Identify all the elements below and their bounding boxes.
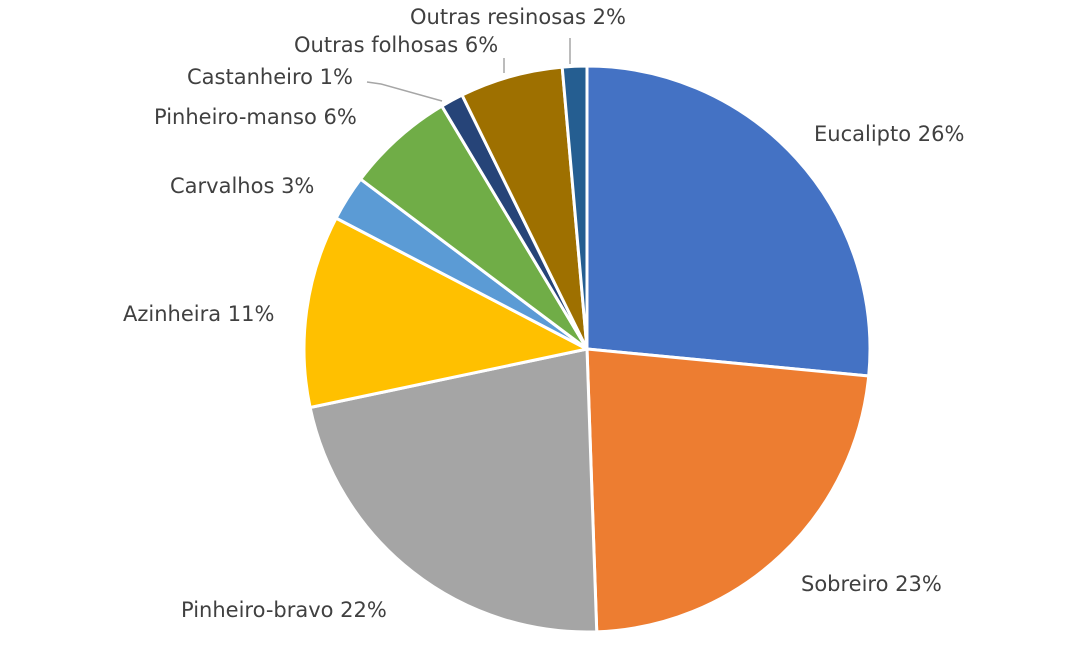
data-labels: Eucalipto 26% Sobreiro 23% Pinheiro-brav… — [123, 5, 964, 622]
slice-sobreiro — [585, 347, 871, 634]
slice-outras-resinosas — [560, 64, 589, 351]
slice-eucalipto — [585, 64, 872, 378]
label-outras-folhosas: Outras folhosas 6% — [294, 33, 498, 57]
label-eucalipto: Eucalipto 26% — [814, 122, 964, 146]
label-castanheiro: Castanheiro 1% — [187, 65, 353, 89]
slice-azinheira — [302, 216, 589, 410]
pie-slices — [302, 64, 872, 634]
label-sobreiro: Sobreiro 23% — [801, 572, 942, 596]
label-azinheira: Azinheira 11% — [123, 302, 274, 326]
label-pinheiro-bravo: Pinheiro-bravo 22% — [181, 598, 387, 622]
leader-lines — [366, 38, 571, 102]
label-carvalhos: Carvalhos 3% — [170, 174, 314, 198]
slice-pinheiro-bravo — [308, 347, 599, 634]
leader-line-castanheiro — [366, 81, 443, 102]
label-pinheiro-manso: Pinheiro-manso 6% — [154, 105, 357, 129]
label-outras-resinosas: Outras resinosas 2% — [410, 5, 626, 29]
